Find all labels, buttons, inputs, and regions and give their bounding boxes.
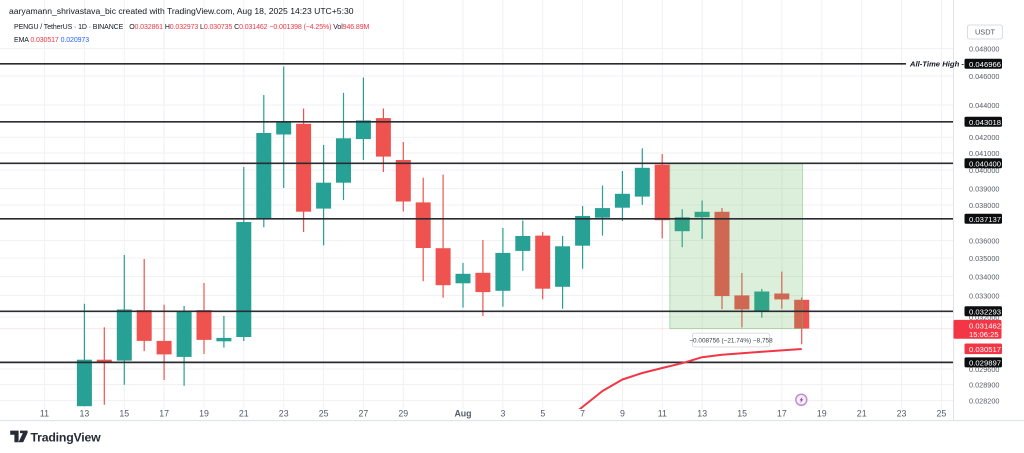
svg-text:0.037137: 0.037137 — [969, 215, 1001, 224]
svg-text:5: 5 — [540, 409, 545, 419]
svg-text:0.029600: 0.029600 — [969, 365, 999, 374]
svg-text:3: 3 — [500, 409, 505, 419]
svg-text:0.031462: 0.031462 — [969, 321, 1001, 330]
svg-text:19: 19 — [199, 409, 209, 419]
svg-text:0.040400: 0.040400 — [969, 159, 1001, 168]
svg-text:0.038000: 0.038000 — [969, 201, 999, 210]
svg-text:7: 7 — [580, 409, 585, 419]
svg-text:17: 17 — [777, 409, 787, 419]
svg-text:0.032293: 0.032293 — [969, 307, 1001, 316]
svg-text:0.040000: 0.040000 — [969, 166, 999, 175]
svg-text:17: 17 — [159, 409, 169, 419]
svg-text:21: 21 — [239, 409, 249, 419]
svg-text:All-Time High -: All-Time High - — [909, 59, 965, 68]
svg-text:USDT: USDT — [975, 28, 996, 37]
svg-text:0.030517: 0.030517 — [969, 345, 1001, 354]
svg-text:15: 15 — [119, 409, 129, 419]
svg-text:0.034000: 0.034000 — [969, 272, 999, 281]
svg-text:0.036000: 0.036000 — [969, 236, 999, 245]
svg-text:23: 23 — [279, 409, 289, 419]
svg-text:19: 19 — [817, 409, 827, 419]
svg-text:0.048000: 0.048000 — [969, 44, 999, 53]
svg-text:13: 13 — [697, 409, 707, 419]
svg-text:0.029897: 0.029897 — [969, 358, 1001, 367]
svg-text:0.041000: 0.041000 — [969, 149, 999, 158]
svg-text:25: 25 — [319, 409, 329, 419]
svg-text:0.044000: 0.044000 — [969, 101, 999, 110]
svg-text:21: 21 — [857, 409, 867, 419]
svg-text:0.046000: 0.046000 — [969, 72, 999, 81]
svg-text:9: 9 — [620, 409, 625, 419]
svg-text:0.035000: 0.035000 — [969, 254, 999, 263]
svg-text:0.043018: 0.043018 — [969, 118, 1001, 127]
svg-text:11: 11 — [658, 409, 667, 419]
svg-text:0.032000: 0.032000 — [969, 313, 999, 322]
svg-text:Aug: Aug — [454, 409, 471, 419]
svg-text:TradingView: TradingView — [31, 430, 102, 444]
svg-text:11: 11 — [40, 409, 49, 419]
svg-text:15:06:25: 15:06:25 — [969, 330, 999, 339]
svg-text:0.042000: 0.042000 — [969, 133, 999, 142]
svg-text:0.046966: 0.046966 — [969, 60, 1001, 69]
svg-text:13: 13 — [80, 409, 90, 419]
svg-text:25: 25 — [937, 409, 947, 419]
svg-text:−0.008756 (−21.74%) −8,758: −0.008756 (−21.74%) −8,758 — [689, 338, 773, 345]
svg-text:15: 15 — [737, 409, 747, 419]
svg-text:0.028900: 0.028900 — [969, 380, 999, 389]
svg-text:23: 23 — [897, 409, 907, 419]
svg-text:27: 27 — [359, 409, 369, 419]
svg-text:0.028200: 0.028200 — [969, 396, 999, 405]
svg-text:29: 29 — [398, 409, 408, 419]
svg-text:0.039000: 0.039000 — [969, 184, 999, 193]
svg-text:0.033000: 0.033000 — [969, 291, 999, 300]
